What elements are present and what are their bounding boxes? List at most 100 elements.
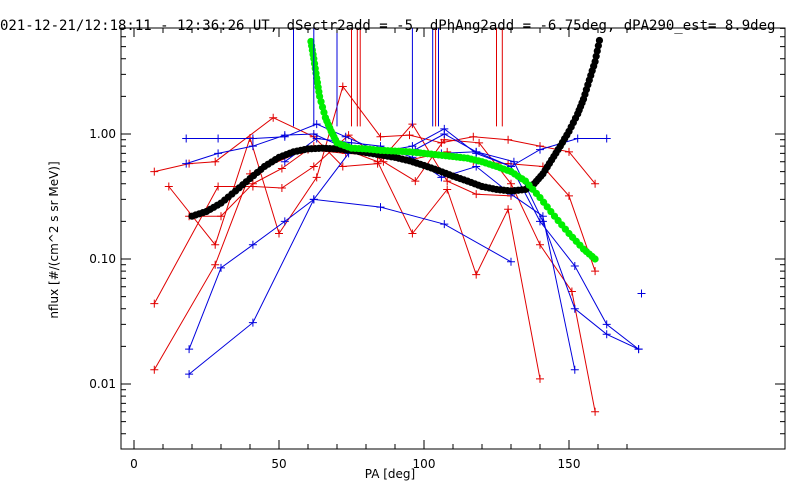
curve-point xyxy=(547,207,555,216)
plus-marker xyxy=(312,173,321,182)
plus-marker xyxy=(182,159,191,168)
plus-marker xyxy=(164,182,173,191)
x-tick-label: 100 xyxy=(413,457,436,471)
plus-marker xyxy=(536,145,544,154)
curve-point xyxy=(489,161,497,169)
curve-point xyxy=(416,149,424,157)
plus-marker xyxy=(214,149,223,158)
curve-point xyxy=(431,165,439,173)
plus-marker xyxy=(280,217,289,226)
curve-point xyxy=(315,88,323,96)
plus-marker xyxy=(185,370,194,379)
curve-point xyxy=(554,145,562,154)
plus-marker xyxy=(504,135,513,144)
curve-point xyxy=(416,160,424,168)
plus-marker xyxy=(411,177,420,186)
curve-point xyxy=(594,42,602,50)
plus-marker xyxy=(217,263,225,272)
curve-point xyxy=(300,146,308,154)
plus-marker xyxy=(248,179,257,188)
curve-point xyxy=(329,145,337,153)
plus-marker xyxy=(634,345,643,354)
curve-point xyxy=(242,178,250,186)
plus-marker xyxy=(469,132,478,141)
vertical-marks-layer xyxy=(293,28,503,127)
plus-marker xyxy=(567,287,576,296)
plus-marker xyxy=(602,330,611,339)
curve-point xyxy=(358,145,366,153)
plus-marker xyxy=(637,289,646,298)
curve-point xyxy=(576,241,584,249)
plus-marker xyxy=(248,318,257,327)
series-line xyxy=(168,85,596,246)
curve-point xyxy=(309,50,317,59)
plus-marker xyxy=(214,134,223,143)
series-layer xyxy=(150,36,646,416)
curve-point xyxy=(460,154,468,162)
plus-marker xyxy=(338,162,347,171)
curve-point xyxy=(532,189,540,198)
plus-marker xyxy=(440,130,449,138)
series-blue-10 xyxy=(637,289,646,298)
curve-point xyxy=(257,165,265,174)
plus-marker xyxy=(376,203,385,212)
series-red-2 xyxy=(150,142,544,383)
series-green-12 xyxy=(307,37,599,263)
curve-point xyxy=(518,175,526,183)
plus-marker xyxy=(277,183,286,192)
curve-point xyxy=(460,176,468,184)
plus-marker xyxy=(405,131,414,140)
curve-point xyxy=(561,225,569,233)
plus-marker xyxy=(408,229,417,238)
curve-point xyxy=(578,99,586,107)
plus-marker xyxy=(341,132,350,141)
curve-point xyxy=(344,143,352,151)
x-tick-label: 150 xyxy=(558,457,581,471)
curve-point xyxy=(320,108,328,116)
series-red-1 xyxy=(150,131,600,416)
chart-title: 021-12-21/12:18:11 - 12:36:26 UT, dSectr… xyxy=(0,18,776,34)
plus-marker xyxy=(472,270,481,279)
plus-marker xyxy=(338,82,347,91)
plus-marker xyxy=(602,320,611,329)
plus-marker xyxy=(437,138,446,147)
plus-marker xyxy=(150,365,159,374)
plus-marker xyxy=(570,365,579,374)
series-black-11 xyxy=(188,36,604,220)
plus-marker xyxy=(211,260,220,269)
series-line xyxy=(153,145,541,379)
plus-marker xyxy=(373,157,382,166)
series-line xyxy=(188,149,639,350)
y-tick-label: 0.10 xyxy=(89,252,116,266)
curve-point xyxy=(326,124,334,132)
plus-marker xyxy=(443,185,452,194)
plus-marker xyxy=(565,191,573,200)
plus-marker xyxy=(443,177,452,186)
series-line xyxy=(153,134,596,412)
series-blue-8 xyxy=(185,195,515,379)
plus-marker xyxy=(280,131,289,140)
plus-marker xyxy=(248,134,257,143)
curve-point xyxy=(503,187,511,195)
plus-marker xyxy=(591,267,600,276)
curve-point xyxy=(489,185,497,193)
curve-point xyxy=(545,159,554,168)
curve-point xyxy=(213,201,221,209)
curve-point xyxy=(331,136,340,144)
curve-point xyxy=(588,252,596,261)
plus-marker xyxy=(507,257,515,266)
curve-point xyxy=(402,156,410,164)
curve-point xyxy=(590,62,598,70)
plus-marker xyxy=(376,132,385,141)
curve-point xyxy=(518,186,526,194)
x-tick-label: 50 xyxy=(271,457,286,471)
plus-marker xyxy=(312,134,321,143)
plus-marker xyxy=(185,345,194,354)
plus-marker xyxy=(248,240,257,249)
curve-point xyxy=(474,157,482,165)
plus-marker xyxy=(248,142,257,151)
plus-marker xyxy=(277,164,286,173)
plus-marker xyxy=(565,147,573,156)
axes-layer: 0 50 100 150 0.01 0.10 1.00 xyxy=(89,27,785,471)
plus-marker xyxy=(591,407,600,416)
